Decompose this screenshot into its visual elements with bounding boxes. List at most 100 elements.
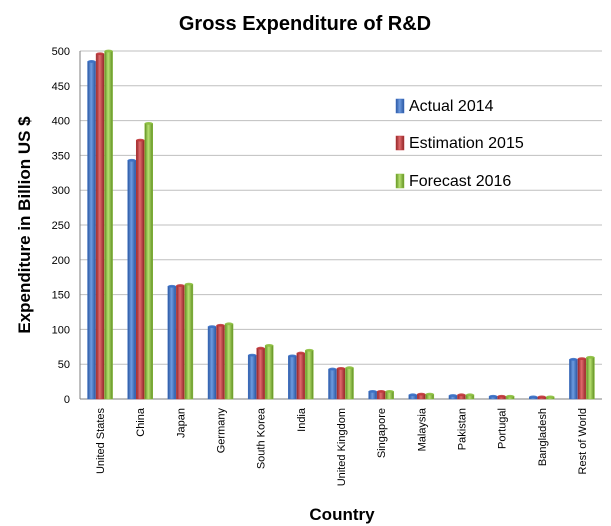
bar-cap xyxy=(345,366,354,370)
bar-forecast-2016 xyxy=(144,123,153,400)
x-tick-label: Pakistan xyxy=(456,408,468,450)
bar-estimation-2015 xyxy=(216,324,225,400)
bar-cap xyxy=(569,357,578,361)
y-tick-label: 300 xyxy=(52,185,70,197)
x-tick-label: South Korea xyxy=(256,407,268,469)
x-tick-label: Singapore xyxy=(376,408,388,458)
bar-cap xyxy=(577,357,586,361)
bar-forecast-2016 xyxy=(224,323,234,400)
bar-cap xyxy=(377,389,386,393)
legend-label: Forecast 2016 xyxy=(409,173,511,190)
bars xyxy=(87,49,595,400)
legend-swatch xyxy=(395,98,405,114)
bar-cap xyxy=(248,353,257,357)
x-tick-label: Portugal xyxy=(497,408,509,449)
legend-swatch xyxy=(395,135,405,151)
x-tick-label: India xyxy=(296,407,308,432)
legend: Actual 2014 Estimation 2015 Forecast 2016 xyxy=(395,98,524,190)
bar-actual-2014 xyxy=(207,326,217,400)
bar-cap xyxy=(208,325,217,329)
x-axis-labels: United States China Japan Germany South Kore… xyxy=(95,407,589,486)
bar-cap xyxy=(497,394,506,398)
y-tick-label: 150 xyxy=(52,290,70,302)
bar-cap xyxy=(465,393,474,397)
bar-cap xyxy=(506,394,515,398)
x-tick-label: Rest of World xyxy=(577,408,589,474)
bar-cap xyxy=(288,354,297,358)
bar-estimation-2015 xyxy=(577,358,587,400)
bar-actual-2014 xyxy=(569,359,578,400)
y-tick-label: 350 xyxy=(52,150,70,162)
bar-cap xyxy=(144,121,153,125)
x-tick-label: United Kingdom xyxy=(336,408,348,486)
bar-cap xyxy=(417,392,426,396)
legend-swatch xyxy=(395,173,405,189)
bar-cap xyxy=(328,367,337,371)
y-axis-ticks: 0 50 100 150 200 250 300 350 400 450 500 xyxy=(52,46,70,406)
bar-cap xyxy=(425,392,434,396)
bar-cap xyxy=(225,322,234,326)
bar-estimation-2015 xyxy=(95,53,105,400)
y-tick-label: 500 xyxy=(52,46,70,58)
bar-actual-2014 xyxy=(167,285,177,400)
bar-actual-2014 xyxy=(328,368,337,400)
bar-cap xyxy=(457,393,466,397)
bar-cap xyxy=(296,351,305,355)
bar-estimation-2015 xyxy=(336,368,346,400)
bar-cap xyxy=(265,344,274,347)
chart-title: Gross Expenditure of R&D xyxy=(179,13,431,35)
legend-label: Actual 2014 xyxy=(409,98,494,115)
bar-cap xyxy=(87,60,96,63)
y-tick-label: 100 xyxy=(52,324,70,336)
bar-forecast-2016 xyxy=(305,350,314,400)
bar-cap xyxy=(96,52,105,56)
bar-forecast-2016 xyxy=(184,283,194,400)
bar-cap xyxy=(104,49,113,53)
x-axis-title: Country xyxy=(309,505,375,524)
bar-cap xyxy=(408,393,417,397)
bar-actual-2014 xyxy=(247,354,257,400)
y-axis-title: Expenditure in Billion US $ xyxy=(15,116,34,334)
y-tick-label: 0 xyxy=(64,394,70,406)
bar-cap xyxy=(337,366,345,370)
bar-cap xyxy=(216,323,225,327)
bar-actual-2014 xyxy=(288,355,297,400)
x-tick-label: Bangladesh xyxy=(537,408,549,466)
bar-cap xyxy=(136,138,145,142)
bar-cap xyxy=(305,348,314,352)
bar-forecast-2016 xyxy=(345,367,354,400)
bar-forecast-2016 xyxy=(104,50,113,400)
bar-cap xyxy=(184,282,193,286)
bar-cap xyxy=(546,395,555,399)
bar-cap xyxy=(256,346,265,350)
x-tick-label: China xyxy=(135,407,147,437)
x-tick-label: Germany xyxy=(216,408,228,454)
y-tick-label: 200 xyxy=(52,255,70,267)
y-tick-label: 400 xyxy=(52,116,70,128)
bar-cap xyxy=(448,394,457,397)
bar-estimation-2015 xyxy=(296,352,306,400)
bar-cap xyxy=(176,284,185,287)
x-tick-label: Japan xyxy=(175,408,187,438)
gridlines xyxy=(79,50,602,400)
bar-forecast-2016 xyxy=(586,356,595,400)
bar-cap xyxy=(167,284,176,288)
bar-forecast-2016 xyxy=(264,345,274,400)
y-tick-label: 250 xyxy=(52,220,70,232)
legend-label: Estimation 2015 xyxy=(409,135,524,152)
y-tick-label: 450 xyxy=(52,81,70,93)
bar-estimation-2015 xyxy=(176,285,185,400)
x-tick-label: Malaysia xyxy=(416,407,428,451)
x-tick-label: United States xyxy=(95,408,107,475)
bar-cap xyxy=(529,395,538,399)
bar-actual-2014 xyxy=(87,61,96,400)
bar-actual-2014 xyxy=(127,160,136,400)
y-tick-label: 50 xyxy=(58,359,70,371)
bar-estimation-2015 xyxy=(135,139,145,400)
bar-cap xyxy=(368,389,377,393)
bar-cap xyxy=(385,389,394,393)
bar-cap xyxy=(127,158,136,162)
bar-cap xyxy=(586,355,595,359)
bar-cap xyxy=(537,395,546,399)
